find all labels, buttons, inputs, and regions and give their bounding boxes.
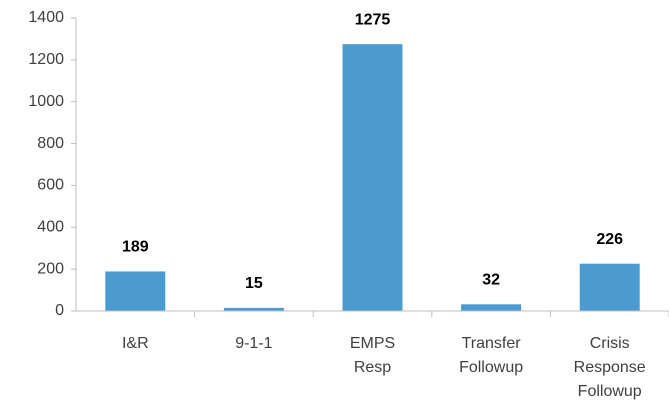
value-label: 226 xyxy=(596,231,623,248)
y-tick-label: 1000 xyxy=(28,93,64,110)
value-label: 32 xyxy=(482,272,500,289)
x-tick-label: 9-1-1 xyxy=(235,335,273,352)
x-tick-label: I&R xyxy=(121,335,149,352)
value-label: 189 xyxy=(122,239,149,256)
value-label: 1275 xyxy=(355,11,391,28)
bar xyxy=(342,44,403,312)
y-tick-label: 800 xyxy=(37,135,64,152)
x-tick-label: EMPS Resp xyxy=(349,335,396,376)
bar xyxy=(579,263,640,311)
y-tick-label: 0 xyxy=(55,302,64,319)
x-tick-label: Crisis Response Followup xyxy=(573,335,646,400)
y-tick-label: 1200 xyxy=(28,51,64,68)
bar xyxy=(461,304,522,311)
y-tick-label: 1400 xyxy=(28,9,64,26)
bar xyxy=(223,307,284,311)
x-tick-label: Transfer Followup xyxy=(459,335,524,376)
value-label: 15 xyxy=(245,275,263,292)
y-tick-label: 200 xyxy=(37,260,64,277)
y-tick-label: 400 xyxy=(37,219,64,236)
y-tick-label: 600 xyxy=(37,177,64,194)
bar xyxy=(105,271,166,311)
